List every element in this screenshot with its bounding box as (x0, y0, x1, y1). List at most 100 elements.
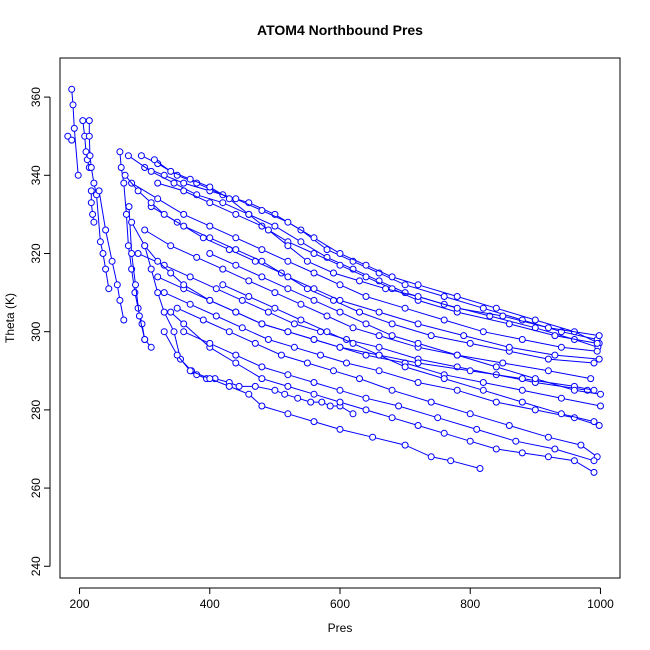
data-point (117, 164, 125, 171)
data-point (447, 457, 455, 465)
data-point (147, 167, 155, 175)
data-point (167, 269, 175, 277)
data-point (466, 367, 474, 375)
data-point (232, 351, 240, 359)
data-point (167, 242, 175, 250)
data-point (427, 332, 435, 340)
data-point (505, 320, 513, 328)
data-point (90, 179, 98, 187)
data-point (460, 332, 468, 340)
data-point (180, 210, 188, 218)
data-point (238, 296, 246, 304)
data-point (245, 293, 253, 300)
data-point (87, 187, 95, 195)
series-line (183, 331, 595, 462)
data-point (219, 199, 227, 207)
data-point (551, 351, 559, 359)
data-point (271, 222, 279, 230)
data-point (310, 285, 318, 293)
data-point (518, 398, 526, 406)
data-point (108, 257, 116, 265)
data-point (180, 179, 188, 187)
data-point (297, 316, 305, 324)
plot-frame (59, 57, 621, 579)
data-point (180, 187, 188, 195)
x-tick-label: 600 (330, 597, 350, 611)
data-point (232, 308, 240, 316)
series (154, 273, 604, 410)
data-point (232, 246, 240, 254)
data-point (154, 257, 162, 265)
data-point (395, 402, 403, 410)
data-point (147, 265, 155, 273)
data-point (70, 124, 78, 132)
data-point (160, 328, 168, 336)
data-point (401, 363, 409, 371)
data-point (219, 265, 227, 273)
data-point (349, 324, 357, 332)
series-line (209, 253, 601, 395)
data-point (284, 285, 292, 293)
data-point (336, 281, 344, 289)
data-point (238, 324, 246, 332)
data-point (544, 355, 552, 363)
data-point (290, 343, 298, 351)
x-axis-label: Pres (328, 621, 353, 635)
data-point (173, 351, 181, 359)
data-point (414, 281, 422, 289)
data-point (206, 296, 214, 304)
data-point (116, 296, 124, 304)
data-point (310, 250, 318, 257)
data-point (375, 367, 383, 375)
series (150, 156, 603, 340)
data-point (336, 296, 344, 304)
data-point (125, 203, 133, 211)
data-point (479, 328, 487, 336)
data-point (251, 339, 259, 347)
data-point (349, 410, 357, 418)
data-point (593, 339, 601, 347)
data-point (544, 433, 552, 441)
data-point (79, 117, 87, 125)
series (160, 328, 484, 472)
data-point (356, 277, 363, 285)
data-point (401, 441, 409, 449)
data-point (128, 250, 136, 257)
series-line (71, 89, 79, 176)
data-point (102, 226, 110, 234)
data-point (95, 187, 103, 195)
data-point (518, 386, 526, 394)
data-point (258, 207, 266, 214)
data-point (277, 351, 285, 359)
data-point (597, 390, 604, 398)
data-point (307, 398, 315, 406)
data-point (310, 336, 318, 343)
data-point (170, 179, 178, 187)
series-line (124, 174, 600, 360)
chart-title: ATOM4 Northbound Pres (257, 22, 423, 38)
data-point (414, 339, 422, 347)
data-point (284, 218, 292, 226)
data-point (336, 425, 344, 433)
data-point (271, 304, 279, 312)
data-point (388, 386, 396, 394)
data-point (388, 320, 396, 328)
data-point (544, 453, 552, 461)
data-point (186, 273, 194, 281)
data-point (206, 183, 214, 191)
data-point (160, 289, 168, 297)
y-tick-label: 240 (29, 556, 43, 576)
data-point (124, 242, 132, 250)
data-point (96, 238, 104, 246)
data-point (186, 300, 194, 308)
x-tick-label: 800 (460, 597, 480, 611)
data-point (225, 382, 233, 390)
data-point (180, 222, 188, 230)
series-line (154, 159, 600, 337)
data-point (557, 343, 565, 351)
series (219, 281, 598, 426)
data-point (317, 351, 324, 359)
data-point (414, 320, 422, 328)
data-point (310, 296, 318, 304)
data-point (466, 339, 474, 347)
